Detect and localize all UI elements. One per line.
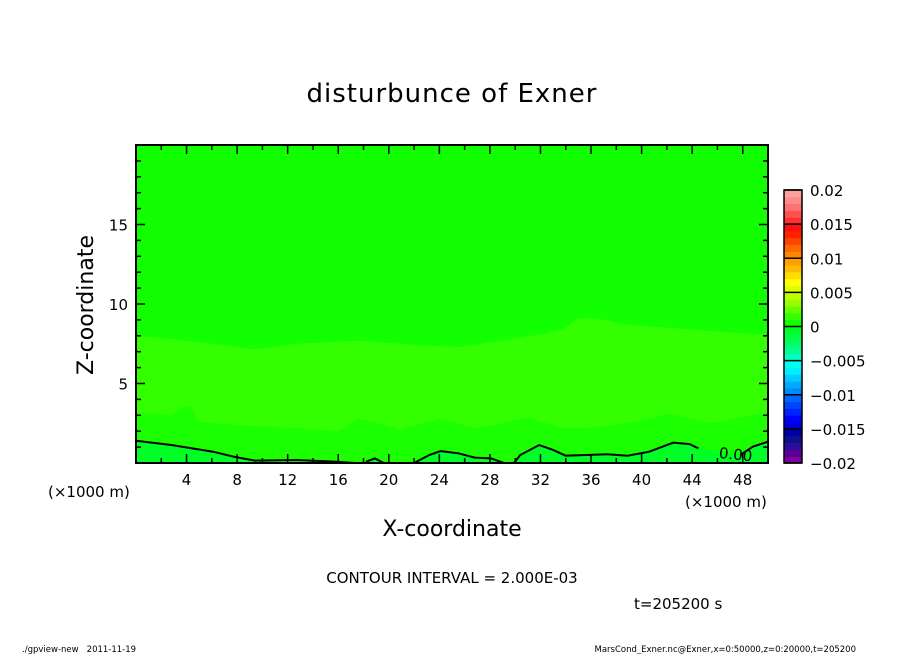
region-below-zero xyxy=(513,442,699,463)
colorbar-tick-label: 0.02 xyxy=(810,182,843,200)
x-unit-left: (×1000 m) xyxy=(48,483,130,501)
colorbar-band xyxy=(784,367,802,375)
colorbar-band xyxy=(784,387,802,396)
colorbar-band xyxy=(784,340,802,348)
colorbar-tick-label: −0.01 xyxy=(810,387,856,405)
colorbar-band xyxy=(784,224,802,232)
colorbar-band xyxy=(784,353,802,362)
colorbar-band xyxy=(784,428,802,437)
colorbar-band xyxy=(784,319,802,327)
colorbar-band xyxy=(784,312,802,321)
footer-left: ./gpview-new 2011-11-19 xyxy=(22,645,136,654)
x-unit-right: (×1000 m) xyxy=(685,493,767,511)
colorbar: 0.02 0.015 0.01 0.005 0 −0.005 −0.01 −0.015 −0.0… xyxy=(783,182,866,473)
colorbar-band xyxy=(784,196,802,205)
y-axis-label: Z-coordinate xyxy=(74,235,99,375)
colorbar-tick-label: −0.015 xyxy=(810,421,866,439)
y-tick-label: 5 xyxy=(118,376,128,394)
zero-contour-line xyxy=(413,450,505,464)
zero-contour-line xyxy=(739,440,769,456)
colorbar-band xyxy=(784,381,802,389)
colorbar-band xyxy=(784,237,802,246)
x-axis-label: X-coordinate xyxy=(382,517,521,542)
colorbar-band xyxy=(784,408,802,416)
colorbar-band xyxy=(784,456,802,464)
contour-interval-text: CONTOUR INTERVAL = 2.000E-03 xyxy=(326,569,577,587)
colorbar-band xyxy=(784,251,802,259)
colorbar-tick-label: 0 xyxy=(810,319,820,337)
region-below-zero xyxy=(366,458,384,463)
x-tick-label: 32 xyxy=(531,471,550,489)
x-tick-label: 12 xyxy=(278,471,297,489)
x-tick-label: 20 xyxy=(379,471,398,489)
chart-title: disturbunce of Exner xyxy=(307,79,598,109)
region-below-zero xyxy=(414,451,504,463)
colorbar-frame xyxy=(783,189,803,464)
x-tick-label: 28 xyxy=(480,471,499,489)
colorbar-band xyxy=(784,401,802,409)
x-tick-label: 4 xyxy=(182,471,192,489)
colorbar-band xyxy=(784,230,802,239)
region-lower xyxy=(136,405,768,463)
colorbar-tick-label: 0.01 xyxy=(810,250,843,268)
colorbar-band xyxy=(784,285,802,293)
footer-right: MarsCond_Exner.nc@Exner,x=0:50000,z=0:20… xyxy=(594,645,856,654)
colorbar-band xyxy=(784,210,802,218)
colorbar-tick-label: 0.015 xyxy=(810,216,853,234)
region-below-zero xyxy=(740,441,768,463)
colorbar-band xyxy=(784,258,802,266)
x-tick-label: 8 xyxy=(232,471,242,489)
colorbar-band xyxy=(784,333,802,341)
colorbar-band xyxy=(784,271,802,280)
colorbar-band xyxy=(784,394,802,403)
x-tick-label: 40 xyxy=(632,471,651,489)
colorbar-band xyxy=(784,278,802,287)
colorbar-band xyxy=(784,217,802,225)
zero-contour-line xyxy=(513,441,699,464)
x-tick-label: 36 xyxy=(581,471,600,489)
colorbar-tick-label: −0.005 xyxy=(810,353,866,371)
region-below-zero xyxy=(698,448,741,463)
colorbar-band xyxy=(784,299,802,307)
plot-area: 0.00 xyxy=(135,145,769,465)
colorbar-band xyxy=(784,203,802,211)
zero-contour-line xyxy=(135,439,355,464)
x-tick-label: 16 xyxy=(329,471,348,489)
colorbar-band xyxy=(784,190,802,198)
y-tick-label: 15 xyxy=(109,217,128,235)
colorbar-band xyxy=(784,415,802,423)
colorbar-band xyxy=(784,244,802,252)
x-tick-label: 44 xyxy=(683,471,702,489)
y-tick-label: 10 xyxy=(109,296,128,314)
colorbar-band xyxy=(784,422,802,430)
colorbar-tick-label: 0.005 xyxy=(810,284,853,302)
x-tick-label: 48 xyxy=(733,471,752,489)
time-label: t=205200 s xyxy=(634,595,722,613)
colorbar-band xyxy=(784,265,802,273)
colorbar-band xyxy=(784,326,802,334)
colorbar-band xyxy=(784,435,802,444)
contour-label: 0.00 xyxy=(718,444,753,465)
colorbar-band xyxy=(784,346,802,355)
colorbar-band xyxy=(784,306,802,314)
colorbar-band xyxy=(784,374,802,382)
colorbar-band xyxy=(784,442,802,450)
zero-contour-line xyxy=(365,457,385,464)
colorbar-tick-label: −0.02 xyxy=(810,455,856,473)
x-tick-label: 24 xyxy=(430,471,449,489)
colorbar-band xyxy=(784,292,802,300)
colorbar-band xyxy=(784,449,802,457)
region-below-zero xyxy=(136,440,355,463)
colorbar-band xyxy=(784,360,802,368)
